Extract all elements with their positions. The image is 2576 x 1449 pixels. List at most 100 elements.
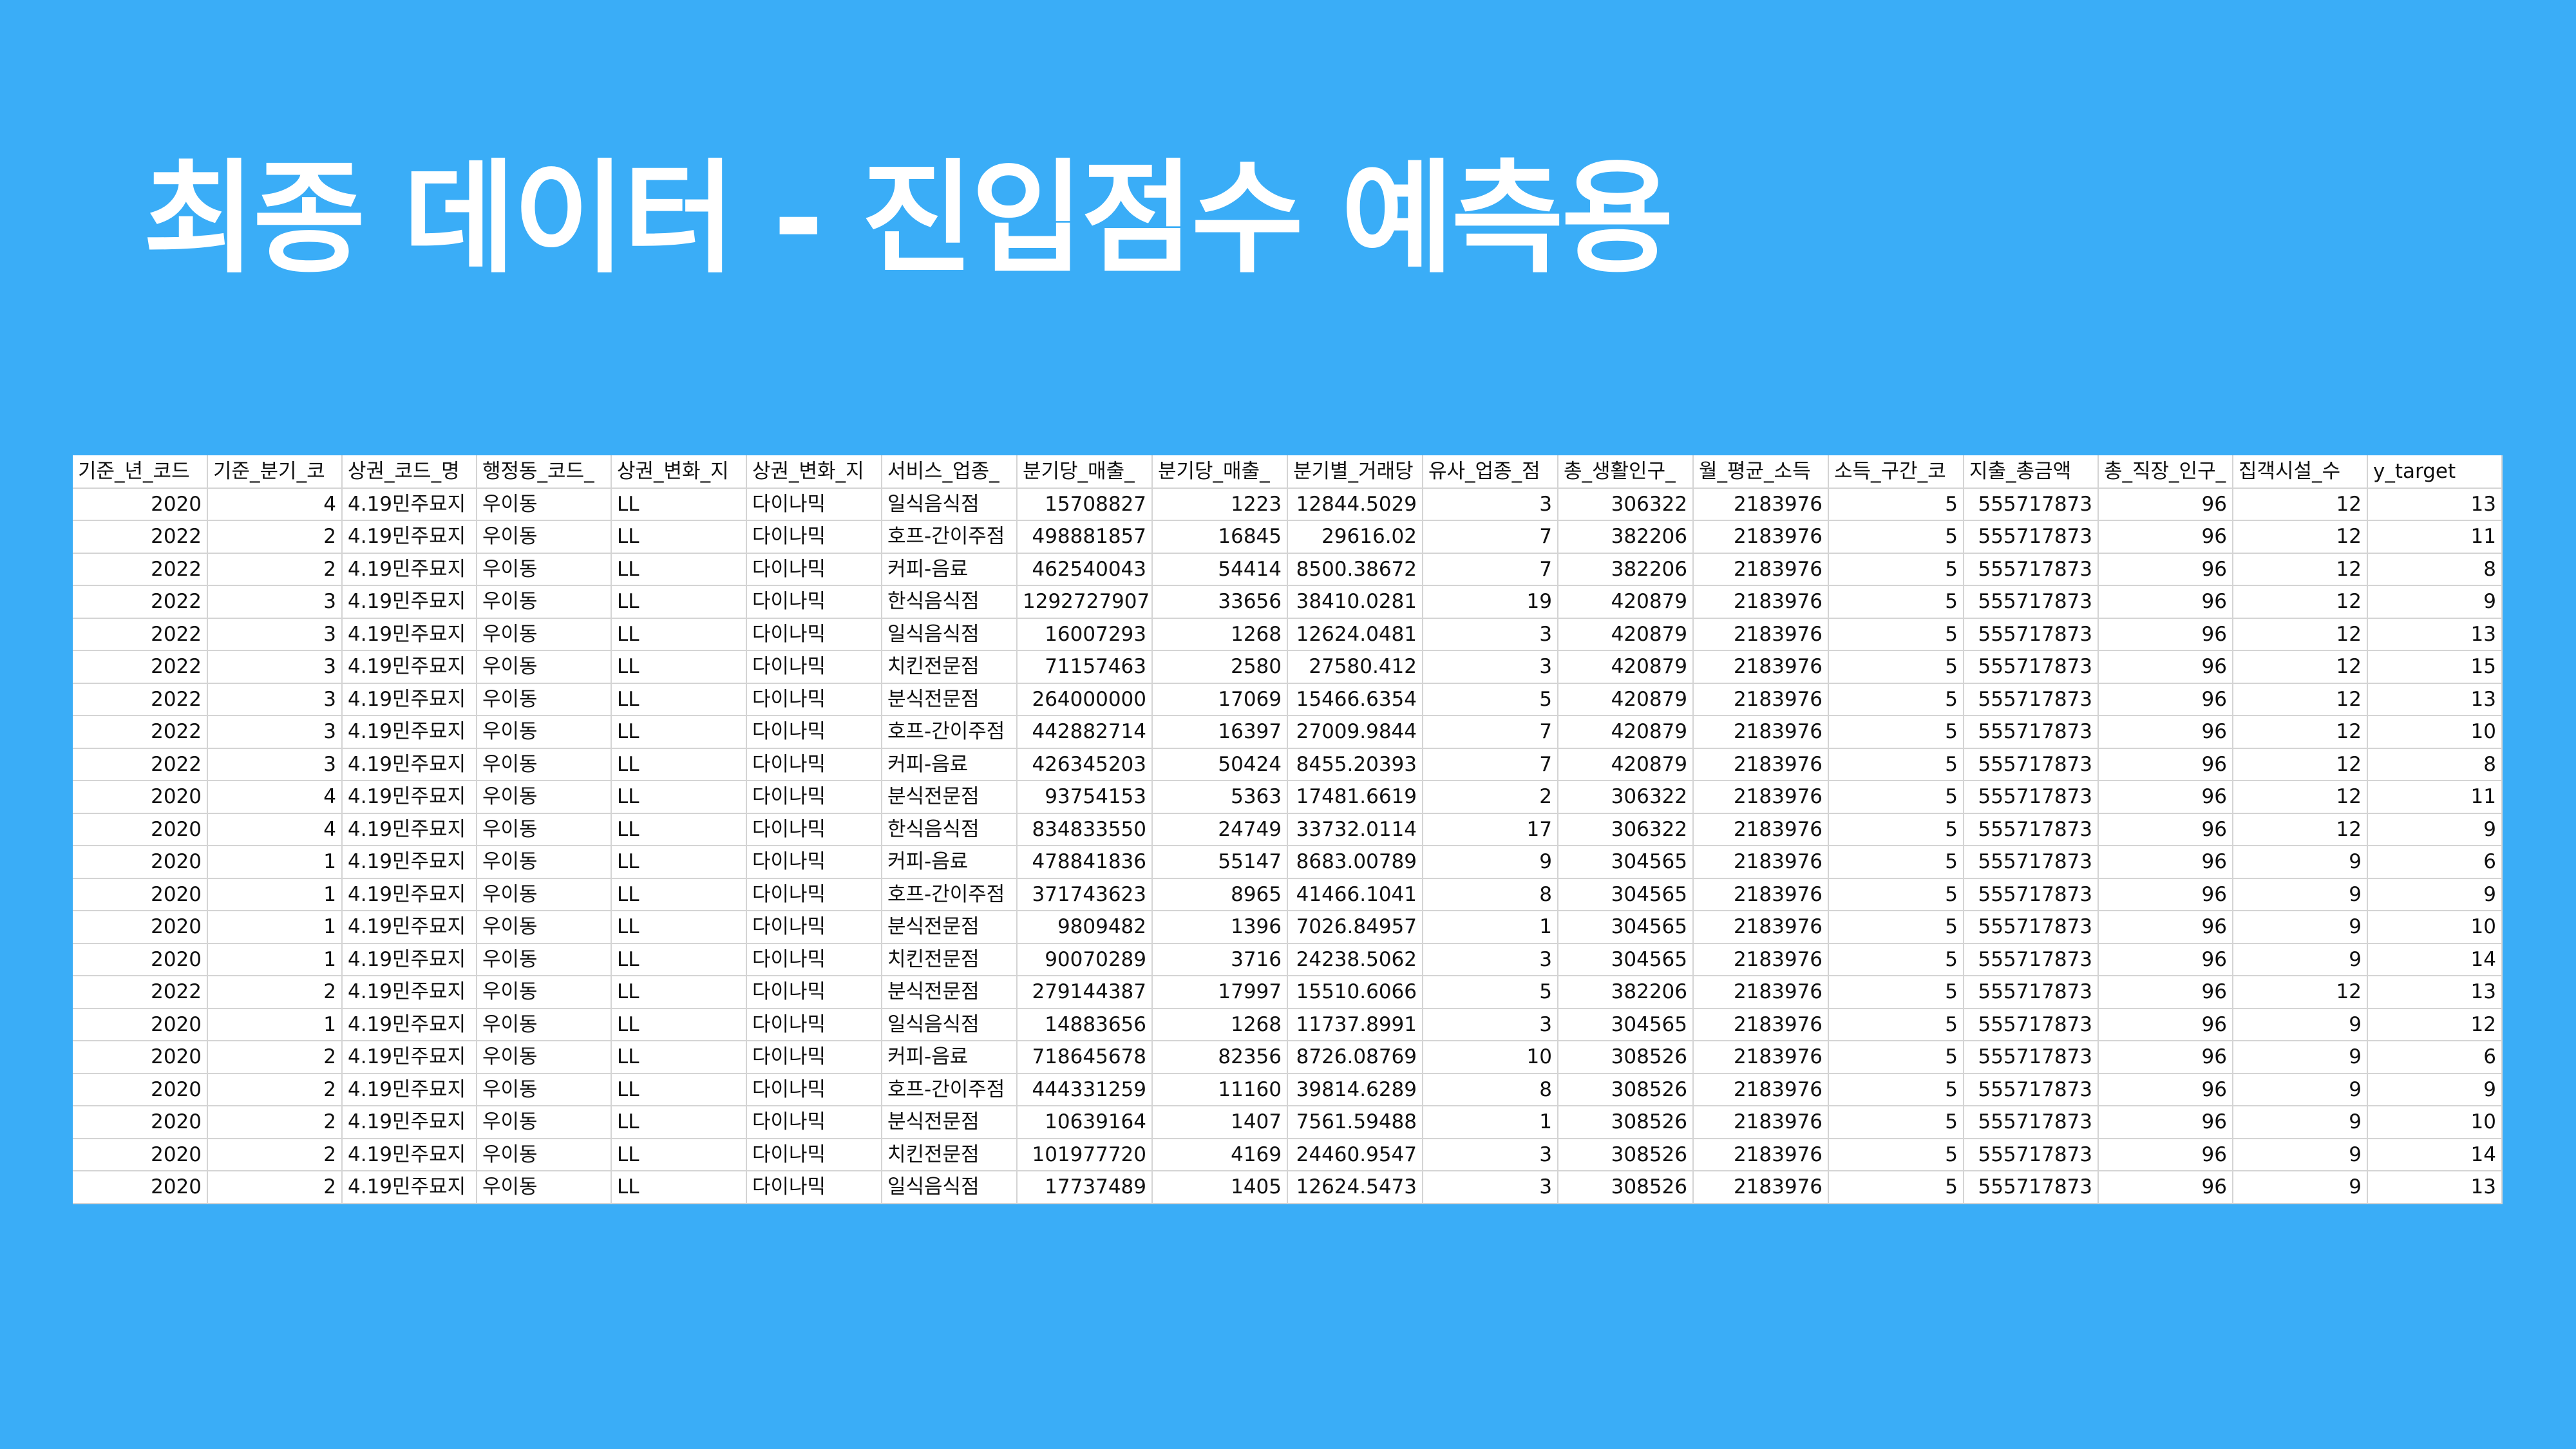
table-cell-quarterly-sales-count: 55147 [1152, 846, 1288, 879]
table-cell-living-population: 382206 [1558, 520, 1694, 554]
table-cell-attraction-facilities: 9 [2233, 878, 2368, 911]
table-cell-total-spending: 555717873 [1964, 813, 2099, 846]
table-cell-quarterly-sales-count: 3716 [1152, 943, 1288, 976]
table-cell-workplace-population: 96 [2098, 520, 2233, 554]
table-cell-change-indicator: LL [611, 585, 747, 619]
table-cell-y-target: 11 [2367, 520, 2503, 554]
table-cell-quarterly-sales-count: 82356 [1152, 1041, 1288, 1074]
table-cell-service-type: 분식전문점 [882, 1106, 1018, 1139]
table-cell-y-target: 10 [2367, 715, 2503, 749]
table-cell-change-indicator-name: 다이나믹 [746, 585, 882, 619]
table-cell-service-type: 치킨전문점 [882, 650, 1018, 684]
table-cell-avg-transaction: 29616.02 [1287, 520, 1423, 554]
table-cell-y-target: 14 [2367, 1138, 2503, 1171]
table-cell-y-target: 8 [2367, 748, 2503, 781]
table-cell-workplace-population: 96 [2098, 715, 2233, 749]
table-cell-dong-code: 우이동 [477, 911, 612, 944]
table-cell-dong-code: 우이동 [477, 683, 612, 716]
table-cell-change-indicator-name: 다이나믹 [746, 878, 882, 911]
table-cell-living-population: 304565 [1558, 846, 1694, 879]
table-cell-quarterly-sales: 264000000 [1017, 683, 1153, 716]
table-cell-change-indicator-name: 다이나믹 [746, 1008, 882, 1041]
table-cell-living-population: 420879 [1558, 650, 1694, 684]
table-cell-workplace-population: 96 [2098, 553, 2233, 586]
table-cell-similar-stores: 8 [1423, 1073, 1558, 1106]
table-row: 2022 2 4.19민주묘지 우이동 LL 다이나믹 분식전문점 279144387 1799… [73, 976, 2503, 1009]
table-cell-attraction-facilities: 9 [2233, 1041, 2368, 1074]
table-cell-monthly-income: 2183976 [1693, 553, 1829, 586]
table-cell-service-type: 호프-간이주점 [882, 520, 1018, 554]
table-cell-year-code: 2020 [73, 1041, 208, 1074]
table-cell-change-indicator-name: 다이나믹 [746, 976, 882, 1009]
table-cell-similar-stores: 3 [1423, 1171, 1558, 1204]
table-cell-quarterly-sales-count: 11160 [1152, 1073, 1288, 1106]
table-cell-total-spending: 555717873 [1964, 1138, 2099, 1171]
table-cell-quarterly-sales-count: 50424 [1152, 748, 1288, 781]
table-cell-monthly-income: 2183976 [1693, 683, 1829, 716]
table-cell-year-code: 2020 [73, 943, 208, 976]
table-cell-similar-stores: 3 [1423, 943, 1558, 976]
table-cell-quarter-code: 1 [207, 846, 343, 879]
table-cell-quarterly-sales: 478841836 [1017, 846, 1153, 879]
table-cell-income-bracket: 5 [1828, 618, 1964, 651]
table-cell-quarter-code: 3 [207, 618, 343, 651]
table-cell-monthly-income: 2183976 [1693, 1073, 1829, 1106]
table-cell-avg-transaction: 39814.6289 [1287, 1073, 1423, 1106]
table-cell-similar-stores: 7 [1423, 748, 1558, 781]
table-cell-living-population: 304565 [1558, 1008, 1694, 1041]
table-cell-dong-code: 우이동 [477, 846, 612, 879]
table-cell-district-name: 4.19민주묘지 [342, 520, 477, 554]
table-cell-quarterly-sales-count: 16845 [1152, 520, 1288, 554]
table-cell-district-name: 4.19민주묘지 [342, 911, 477, 944]
table-cell-monthly-income: 2183976 [1693, 976, 1829, 1009]
table-cell-total-spending: 555717873 [1964, 1041, 2099, 1074]
table-cell-living-population: 306322 [1558, 813, 1694, 846]
table-cell-year-code: 2022 [73, 748, 208, 781]
table-cell-change-indicator-name: 다이나믹 [746, 1073, 882, 1106]
table-cell-attraction-facilities: 12 [2233, 553, 2368, 586]
table-cell-workplace-population: 96 [2098, 748, 2233, 781]
table-cell-living-population: 382206 [1558, 976, 1694, 1009]
table-cell-service-type: 호프-간이주점 [882, 1073, 1018, 1106]
table-cell-y-target: 9 [2367, 585, 2503, 619]
table-cell-income-bracket: 5 [1828, 943, 1964, 976]
table-cell-change-indicator: LL [611, 1008, 747, 1041]
table-cell-change-indicator: LL [611, 1138, 747, 1171]
table-cell-living-population: 308526 [1558, 1106, 1694, 1139]
table-cell-total-spending: 555717873 [1964, 781, 2099, 814]
table-cell-district-name: 4.19민주묘지 [342, 878, 477, 911]
table-cell-monthly-income: 2183976 [1693, 1171, 1829, 1204]
table-cell-monthly-income: 2183976 [1693, 488, 1829, 521]
table-cell-service-type: 호프-간이주점 [882, 715, 1018, 749]
table-cell-attraction-facilities: 9 [2233, 943, 2368, 976]
table-cell-total-spending: 555717873 [1964, 650, 2099, 684]
table-cell-workplace-population: 96 [2098, 618, 2233, 651]
table-cell-district-name: 4.19민주묘지 [342, 488, 477, 521]
table-cell-quarter-code: 2 [207, 1041, 343, 1074]
table-cell-change-indicator-name: 다이나믹 [746, 618, 882, 651]
table-row: 2022 2 4.19민주묘지 우이동 LL 다이나믹 커피-음료 462540043 5441… [73, 553, 2503, 586]
table-cell-quarter-code: 4 [207, 488, 343, 521]
table-cell-quarter-code: 2 [207, 976, 343, 1009]
table-cell-total-spending: 555717873 [1964, 1106, 2099, 1139]
table-cell-district-name: 4.19민주묘지 [342, 1073, 477, 1106]
table-cell-quarterly-sales-count: 1407 [1152, 1106, 1288, 1139]
table-cell-attraction-facilities: 12 [2233, 683, 2368, 716]
table-cell-change-indicator-name: 다이나믹 [746, 1171, 882, 1204]
table-cell-quarterly-sales-count: 24749 [1152, 813, 1288, 846]
table-cell-year-code: 2022 [73, 976, 208, 1009]
table-cell-similar-stores: 19 [1423, 585, 1558, 619]
table-cell-living-population: 308526 [1558, 1138, 1694, 1171]
table-cell-living-population: 308526 [1558, 1041, 1694, 1074]
table-cell-similar-stores: 5 [1423, 976, 1558, 1009]
table-cell-dong-code: 우이동 [477, 976, 612, 1009]
column-header-total-spending: 지출_총금액 [1964, 455, 2099, 489]
table-cell-attraction-facilities: 12 [2233, 650, 2368, 684]
table-cell-service-type: 분식전문점 [882, 683, 1018, 716]
table-cell-change-indicator-name: 다이나믹 [746, 1106, 882, 1139]
table-cell-quarterly-sales: 10639164 [1017, 1106, 1153, 1139]
table-cell-attraction-facilities: 9 [2233, 1106, 2368, 1139]
table-cell-avg-transaction: 38410.0281 [1287, 585, 1423, 619]
table-cell-attraction-facilities: 9 [2233, 911, 2368, 944]
table-cell-attraction-facilities: 12 [2233, 976, 2368, 1009]
